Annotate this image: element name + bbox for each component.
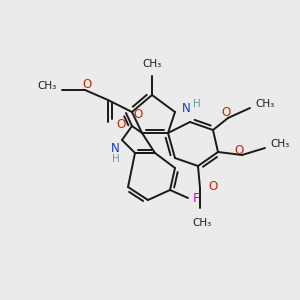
Text: O: O — [234, 143, 244, 157]
Text: H: H — [112, 154, 120, 164]
Text: CH₃: CH₃ — [270, 139, 289, 149]
Text: O: O — [116, 118, 125, 130]
Text: H: H — [193, 99, 201, 109]
Text: CH₃: CH₃ — [142, 59, 162, 69]
Text: O: O — [134, 109, 142, 122]
Text: CH₃: CH₃ — [255, 99, 274, 109]
Text: N: N — [182, 103, 191, 116]
Text: N: N — [111, 142, 120, 154]
Text: CH₃: CH₃ — [38, 81, 57, 91]
Text: CH₃: CH₃ — [192, 218, 212, 228]
Text: O: O — [208, 179, 217, 193]
Text: O: O — [221, 106, 231, 119]
Text: F: F — [193, 191, 200, 205]
Text: O: O — [82, 77, 91, 91]
